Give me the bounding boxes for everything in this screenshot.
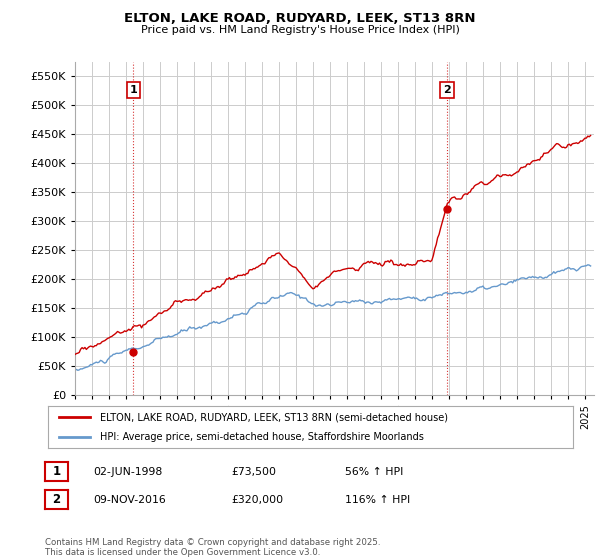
Text: 2: 2 xyxy=(52,493,61,506)
Text: 09-NOV-2016: 09-NOV-2016 xyxy=(93,494,166,505)
Text: £320,000: £320,000 xyxy=(231,494,283,505)
Text: ELTON, LAKE ROAD, RUDYARD, LEEK, ST13 8RN: ELTON, LAKE ROAD, RUDYARD, LEEK, ST13 8R… xyxy=(124,12,476,25)
Text: Price paid vs. HM Land Registry's House Price Index (HPI): Price paid vs. HM Land Registry's House … xyxy=(140,25,460,35)
Text: 1: 1 xyxy=(130,85,137,95)
Text: 2: 2 xyxy=(443,85,451,95)
Text: £73,500: £73,500 xyxy=(231,466,276,477)
Text: 116% ↑ HPI: 116% ↑ HPI xyxy=(345,494,410,505)
Text: 1: 1 xyxy=(52,465,61,478)
Text: 56% ↑ HPI: 56% ↑ HPI xyxy=(345,466,403,477)
Text: ELTON, LAKE ROAD, RUDYARD, LEEK, ST13 8RN (semi-detached house): ELTON, LAKE ROAD, RUDYARD, LEEK, ST13 8R… xyxy=(101,412,449,422)
Text: Contains HM Land Registry data © Crown copyright and database right 2025.
This d: Contains HM Land Registry data © Crown c… xyxy=(45,538,380,557)
Text: 02-JUN-1998: 02-JUN-1998 xyxy=(93,466,162,477)
Text: HPI: Average price, semi-detached house, Staffordshire Moorlands: HPI: Average price, semi-detached house,… xyxy=(101,432,424,442)
